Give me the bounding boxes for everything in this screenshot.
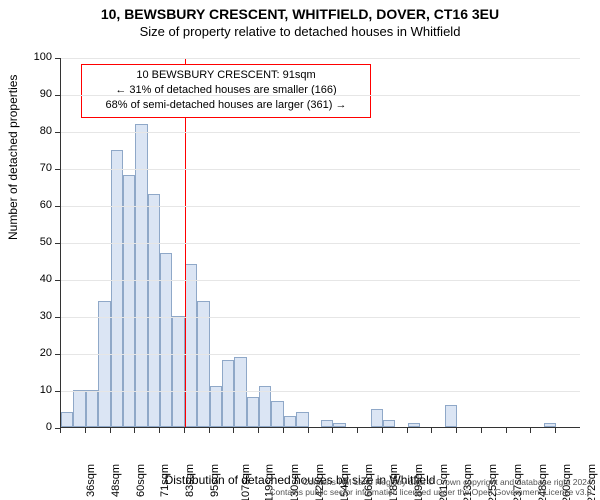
x-tick (60, 428, 61, 433)
chart-title: 10, BEWSBURY CRESCENT, WHITFIELD, DOVER,… (0, 0, 600, 22)
x-tick (134, 428, 135, 433)
annotation-line1: 10 BEWSBURY CRESCENT: 91sqm (88, 68, 364, 83)
y-tick-label: 0 (22, 421, 52, 433)
grid-line (61, 58, 580, 59)
grid-line (61, 391, 580, 392)
y-tick (55, 132, 60, 133)
x-tick (407, 428, 408, 433)
histogram-bar (123, 175, 135, 427)
plot-area: 10 BEWSBURY CRESCENT: 91sqm ← 31% of det… (60, 58, 580, 428)
y-tick-label: 90 (22, 88, 52, 100)
histogram-bar (148, 194, 160, 427)
x-tick (159, 428, 160, 433)
annotation-box: 10 BEWSBURY CRESCENT: 91sqm ← 31% of det… (81, 64, 371, 118)
x-tick (481, 428, 482, 433)
y-tick-label: 70 (22, 162, 52, 174)
histogram-bar (98, 301, 110, 427)
histogram-bar (383, 420, 395, 427)
y-tick-label: 60 (22, 199, 52, 211)
grid-line (61, 132, 580, 133)
y-tick-label: 50 (22, 236, 52, 248)
histogram-bar (259, 386, 271, 427)
x-tick (85, 428, 86, 433)
x-tick (233, 428, 234, 433)
x-tick (184, 428, 185, 433)
y-tick (55, 58, 60, 59)
y-tick-label: 20 (22, 347, 52, 359)
x-tick (506, 428, 507, 433)
y-axis-label: Number of detached properties (6, 75, 20, 240)
y-tick-label: 40 (22, 273, 52, 285)
grid-line (61, 206, 580, 207)
grid-line (61, 169, 580, 170)
x-tick (555, 428, 556, 433)
grid-line (61, 280, 580, 281)
histogram-bar (408, 423, 420, 427)
x-tick (209, 428, 210, 433)
chart-subtitle: Size of property relative to detached ho… (0, 22, 600, 39)
grid-line (61, 354, 580, 355)
x-tick (431, 428, 432, 433)
histogram-bar (222, 360, 234, 427)
y-tick (55, 317, 60, 318)
histogram-bar (247, 397, 259, 427)
y-tick (55, 169, 60, 170)
y-tick-label: 80 (22, 125, 52, 137)
x-tick (258, 428, 259, 433)
histogram-bar (61, 412, 73, 427)
grid-line (61, 243, 580, 244)
footer-line2: Contains public sector information licen… (269, 488, 594, 498)
histogram-bar (86, 390, 98, 427)
histogram-bar (333, 423, 345, 427)
x-tick (382, 428, 383, 433)
histogram-bar (544, 423, 556, 427)
x-tick (332, 428, 333, 433)
x-tick (456, 428, 457, 433)
y-tick-label: 10 (22, 384, 52, 396)
histogram-bar (296, 412, 308, 427)
y-tick-label: 100 (22, 51, 52, 63)
x-tick (530, 428, 531, 433)
histogram-bar (185, 264, 197, 427)
histogram-bar (284, 416, 296, 427)
histogram-bar (111, 150, 123, 428)
y-tick (55, 391, 60, 392)
histogram-bar (73, 390, 85, 427)
histogram-bar (445, 405, 457, 427)
y-tick (55, 206, 60, 207)
histogram-bar (172, 316, 184, 427)
annotation-line3: 68% of semi-detached houses are larger (… (88, 98, 364, 113)
y-tick-label: 30 (22, 310, 52, 322)
footer-attribution: Contains HM Land Registry data © Crown c… (269, 478, 594, 498)
x-tick (283, 428, 284, 433)
x-tick (308, 428, 309, 433)
y-tick (55, 95, 60, 96)
histogram-bar (210, 386, 222, 427)
grid-line (61, 95, 580, 96)
histogram-bar (271, 401, 283, 427)
histogram-bar (321, 420, 333, 427)
histogram-bar (197, 301, 209, 427)
y-tick (55, 280, 60, 281)
y-tick (55, 354, 60, 355)
chart-container: 10, BEWSBURY CRESCENT, WHITFIELD, DOVER,… (0, 0, 600, 500)
grid-line (61, 317, 580, 318)
y-tick (55, 243, 60, 244)
x-tick (110, 428, 111, 433)
histogram-bar (371, 409, 383, 428)
x-tick (357, 428, 358, 433)
